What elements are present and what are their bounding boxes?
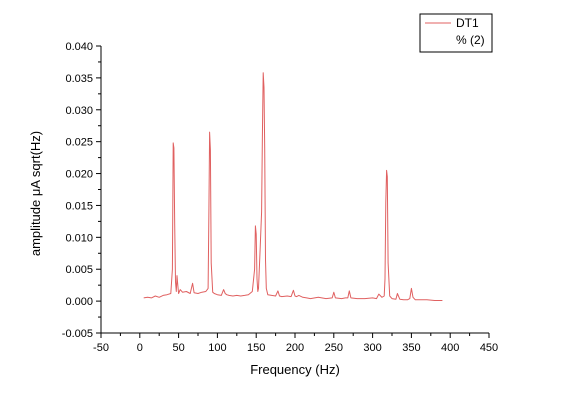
y-axis-label: amplitude μA sqrt(Hz): [28, 131, 43, 256]
y-tick-label: 0.035: [65, 73, 93, 85]
x-tick-label: 300: [363, 342, 381, 354]
x-tick-label: 450: [480, 342, 498, 354]
x-tick-label: 50: [172, 342, 184, 354]
legend-label: % (2): [456, 33, 485, 47]
x-tick-label: 250: [325, 342, 343, 354]
y-tick-label: 0.005: [65, 264, 93, 276]
y-tick-label: 0.025: [65, 137, 93, 149]
legend-label: DT1: [456, 16, 479, 30]
y-tick-label: 0.010: [65, 232, 93, 244]
y-tick-label: 0.030: [65, 105, 93, 117]
legend-box: [419, 13, 493, 53]
y-tick-label: 0.000: [65, 296, 93, 308]
y-tick-label: -0.005: [62, 328, 93, 340]
x-axis-label: Frequency (Hz): [250, 362, 340, 377]
x-tick-label: 400: [441, 342, 459, 354]
axes: -50 0 50 100 150 200 250 300 350 400 450 -0.005 0.00…: [62, 41, 498, 354]
y-tick-label: 0.040: [65, 41, 93, 53]
legend: DT1 % (2): [419, 13, 493, 53]
x-tick-label: 350: [402, 342, 420, 354]
y-tick-label: 0.020: [65, 169, 93, 181]
y-tick-label: 0.015: [65, 200, 93, 212]
x-tick-label: 0: [137, 342, 143, 354]
x-tick-label: 150: [247, 342, 265, 354]
x-tick-label: -50: [93, 342, 109, 354]
series-line-dt1: [143, 72, 443, 301]
plot-area: [143, 72, 443, 301]
x-tick-label: 100: [208, 342, 226, 354]
x-tick-label: 200: [286, 342, 304, 354]
